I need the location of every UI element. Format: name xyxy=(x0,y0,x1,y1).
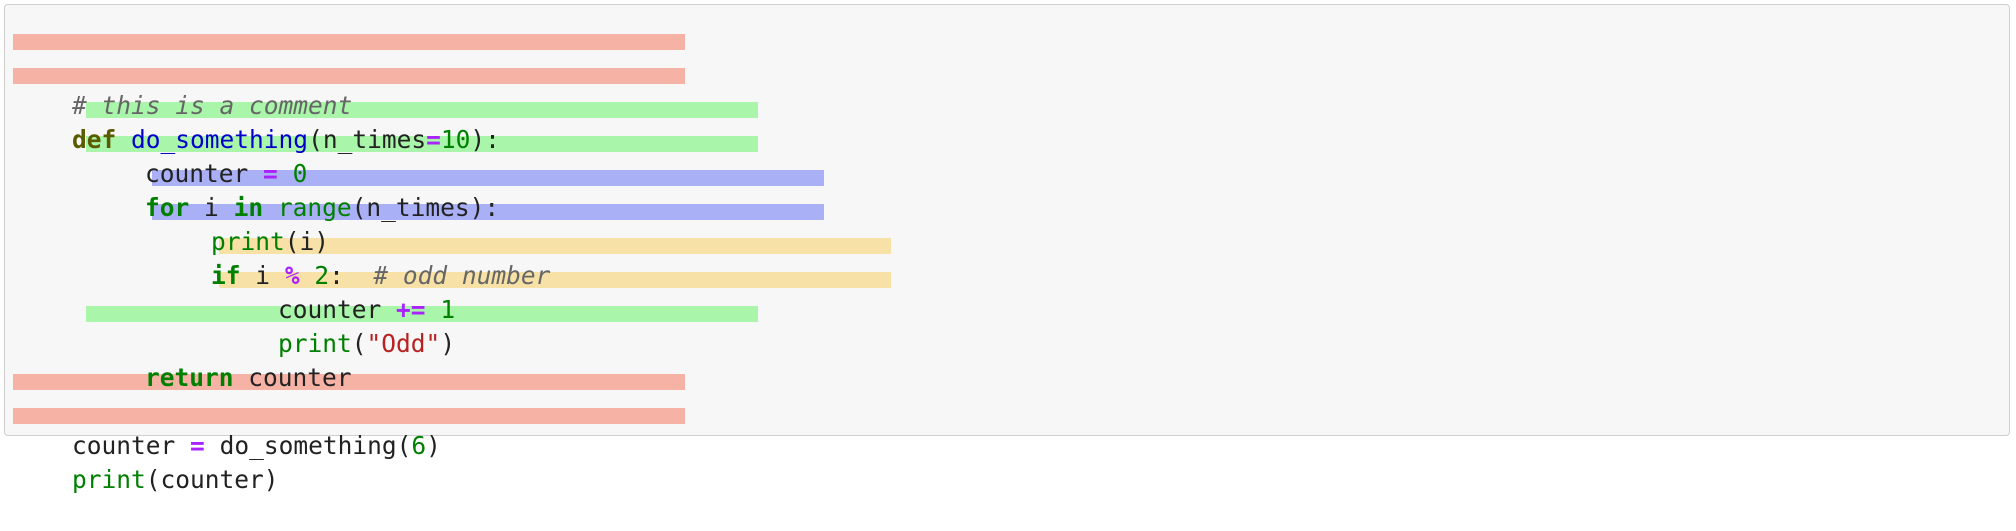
name-token: counter xyxy=(145,159,249,188)
operator-token: = xyxy=(426,125,441,154)
number-token: 0 xyxy=(292,159,308,188)
name-token: i xyxy=(204,193,219,222)
indent-highlight-level-1 xyxy=(86,136,758,152)
code-line-2: def do_something(n_times=10): xyxy=(13,55,685,154)
operator-token: = xyxy=(263,159,278,188)
builtin-token: print xyxy=(72,465,146,494)
code-line-1: # this is a comment xyxy=(13,21,685,120)
keyword-token: for xyxy=(145,193,190,222)
punctuation-token: : xyxy=(329,261,344,290)
code-line-4: for i in range(n_times): xyxy=(86,123,758,222)
punctuation-token: ) xyxy=(440,329,456,358)
comment-token: # this is a comment xyxy=(72,91,353,120)
code-line-3: counter = 0 xyxy=(86,89,758,188)
code-line-8: print("Odd") xyxy=(219,259,891,358)
code-line-7: counter += 1 xyxy=(219,225,891,324)
indent-highlight-level-3 xyxy=(219,238,891,254)
number-token: 1 xyxy=(440,295,456,324)
indent-highlight-level-1 xyxy=(86,306,758,322)
indent-highlight-level-0 xyxy=(13,34,685,50)
punctuation-token: ): xyxy=(470,125,500,154)
whitespace xyxy=(300,261,315,290)
function-name-token: do_something xyxy=(131,125,309,154)
indent-highlight-level-2 xyxy=(152,204,824,220)
whitespace xyxy=(241,261,256,290)
indent-highlight-level-1 xyxy=(86,102,758,118)
whitespace xyxy=(219,193,234,222)
name-token: counter xyxy=(72,431,176,460)
whitespace xyxy=(270,261,285,290)
number-token: 10 xyxy=(440,125,471,154)
indent-highlight-level-2 xyxy=(152,170,824,186)
name-token: counter xyxy=(248,363,352,392)
number-token: 6 xyxy=(411,431,427,460)
whitespace xyxy=(175,431,190,460)
whitespace xyxy=(263,193,278,222)
operator-token: % xyxy=(284,261,300,290)
builtin-token: range xyxy=(277,193,352,222)
parameter-token: n_times xyxy=(322,125,427,154)
punctuation-token: ) xyxy=(426,431,441,460)
whitespace xyxy=(278,159,293,188)
whitespace xyxy=(426,295,441,324)
punctuation-token: ( xyxy=(308,125,323,154)
whitespace xyxy=(344,261,374,290)
operator-token: += xyxy=(396,295,426,324)
punctuation-token: (counter) xyxy=(145,465,279,494)
whitespace xyxy=(381,295,396,324)
punctuation-token: ( xyxy=(396,431,412,460)
function-name-token: do_something xyxy=(219,431,397,460)
indent-highlight-level-0 xyxy=(13,408,685,424)
whitespace xyxy=(205,431,220,460)
name-token: counter xyxy=(278,295,382,324)
builtin-token: print xyxy=(278,329,352,358)
builtin-token: print xyxy=(211,227,285,256)
keyword-token: in xyxy=(233,193,264,222)
whitespace xyxy=(234,363,249,392)
punctuation-token: (n_times): xyxy=(351,193,500,222)
name-token: i xyxy=(255,261,271,290)
code-line-6: if i % 2: # odd number xyxy=(152,191,824,290)
indent-highlight-level-0 xyxy=(13,374,685,390)
number-token: 2 xyxy=(314,261,330,290)
whitespace xyxy=(116,125,131,154)
whitespace xyxy=(248,159,263,188)
comment-token: # odd number xyxy=(373,261,551,290)
code-block: # this is a comment def do_something(n_t… xyxy=(4,4,2010,494)
keyword-token: if xyxy=(211,261,241,290)
indent-highlight-level-3 xyxy=(219,272,891,288)
code-line-5: print(i) xyxy=(152,157,824,256)
keyword-token: return xyxy=(145,363,234,392)
indent-highlight-level-0 xyxy=(13,68,685,84)
code-line-12: print(counter) xyxy=(13,395,685,494)
keyword-token: def xyxy=(72,125,117,154)
punctuation-token: ( xyxy=(351,329,367,358)
code-line-9: return counter xyxy=(86,293,758,392)
punctuation-token: (i) xyxy=(284,227,330,256)
operator-token: = xyxy=(190,431,205,460)
whitespace xyxy=(189,193,204,222)
string-token: "Odd" xyxy=(366,329,441,358)
